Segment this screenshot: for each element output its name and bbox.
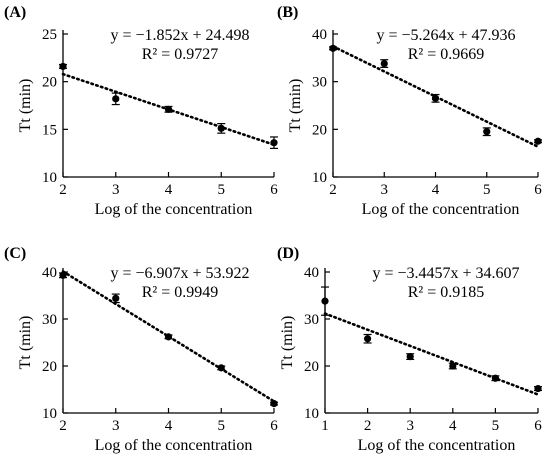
data-point	[59, 62, 67, 71]
y-tick-label: 20	[312, 122, 327, 138]
x-tick-label: 6	[534, 182, 542, 198]
x-tick-label: 4	[449, 418, 457, 434]
y-tick-label: 30	[312, 75, 327, 91]
x-tick-label: 3	[381, 182, 389, 198]
y-tick-label: 40	[312, 27, 327, 43]
data-point	[380, 59, 388, 68]
y-tick-label: 25	[42, 27, 57, 43]
x-tick-label: 6	[534, 418, 542, 434]
trendline	[323, 312, 540, 396]
r-squared: R² = 0.9727	[142, 46, 219, 63]
data-point	[431, 94, 440, 102]
y-tick-label: 20	[42, 75, 57, 91]
panel-label: (D)	[277, 245, 299, 262]
x-tick-label: 5	[492, 418, 500, 434]
chart-panel-d: (D) 10 20 30 40 1 2 3 4 5 6 Log of the concentratio…	[277, 245, 542, 454]
x-axis-label: Log of the concentration	[95, 201, 253, 218]
x-tick-label: 3	[112, 418, 120, 434]
data-point	[329, 44, 337, 52]
x-axis-label: Log of the concentration	[95, 437, 253, 454]
y-tick-label: 40	[42, 265, 57, 281]
x-axis-label: Log of the concentration	[358, 437, 516, 454]
data-point	[270, 400, 278, 408]
y-axis-label: Tt (min)	[287, 79, 304, 133]
data-point	[164, 333, 173, 341]
regression-equation: y = −6.907x + 53.922	[110, 265, 249, 282]
y-tick-label: 30	[304, 312, 319, 328]
panel-label: (C)	[4, 245, 26, 262]
data-point	[449, 362, 457, 370]
data-point	[534, 384, 542, 393]
panel-label: (B)	[277, 4, 298, 21]
data-point	[217, 124, 225, 132]
data-point	[112, 294, 120, 302]
data-point	[321, 297, 329, 305]
chart-panel-b: (B) 10 20 30 40 2 3 4 5 6 Log of the concentration…	[277, 4, 542, 218]
panel-label: (A)	[4, 4, 26, 21]
data-point	[406, 353, 414, 361]
x-axis-label: Log of the concentration	[362, 201, 520, 218]
data-point	[217, 364, 225, 372]
x-tick-label: 6	[270, 182, 278, 198]
y-axis-label: Tt (min)	[279, 316, 296, 370]
data-point	[364, 335, 372, 343]
x-tick-label: 4	[432, 182, 440, 198]
x-tick-label: 4	[165, 418, 173, 434]
y-tick-label: 10	[42, 170, 57, 186]
data-point	[270, 139, 278, 147]
x-tick-label: 6	[270, 418, 278, 434]
y-tick-label: 20	[42, 359, 57, 375]
data-point	[112, 95, 120, 103]
x-tick-label: 3	[406, 418, 414, 434]
y-tick-label: 10	[304, 406, 319, 422]
regression-equation: y = −5.264x + 47.936	[376, 27, 515, 44]
x-tick-label: 5	[218, 182, 226, 198]
y-tick-label: 15	[42, 122, 57, 138]
data-point	[483, 128, 491, 136]
chart-panel-c: (C) 10 20 30 40 2 3 4 5 6 Log of the concentration…	[4, 245, 278, 454]
y-axis-label: Tt (min)	[17, 79, 34, 133]
x-tick-label: 5	[218, 418, 226, 434]
y-tick-label: 30	[42, 312, 57, 328]
x-tick-label: 4	[165, 182, 173, 198]
x-tick-label: 2	[59, 418, 67, 434]
data-point	[491, 374, 499, 382]
y-tick-label: 10	[312, 170, 327, 186]
data-point	[164, 105, 173, 113]
regression-equation: y = −1.852x + 24.498	[110, 27, 249, 44]
x-tick-label: 3	[112, 182, 120, 198]
y-tick-label: 20	[304, 359, 319, 375]
x-tick-label: 2	[59, 182, 67, 198]
r-squared: R² = 0.9949	[142, 284, 219, 301]
r-squared: R² = 0.9185	[408, 284, 485, 301]
x-tick-label: 5	[483, 182, 491, 198]
data-point	[534, 137, 542, 145]
y-tick-label: 10	[42, 406, 57, 422]
x-tick-label: 2	[364, 418, 372, 434]
y-tick-label: 40	[304, 265, 319, 281]
chart-panel-a: (A) 10 15 20 25 2 3 4 5 6 Log of the concentration…	[4, 4, 278, 218]
y-axis-label: Tt (min)	[17, 316, 34, 370]
r-squared: R² = 0.9669	[408, 46, 485, 63]
data-point	[59, 271, 67, 279]
x-tick-label: 1	[321, 418, 329, 434]
regression-equation: y = −3.4457x + 34.607	[372, 265, 519, 282]
x-tick-label: 2	[329, 182, 337, 198]
